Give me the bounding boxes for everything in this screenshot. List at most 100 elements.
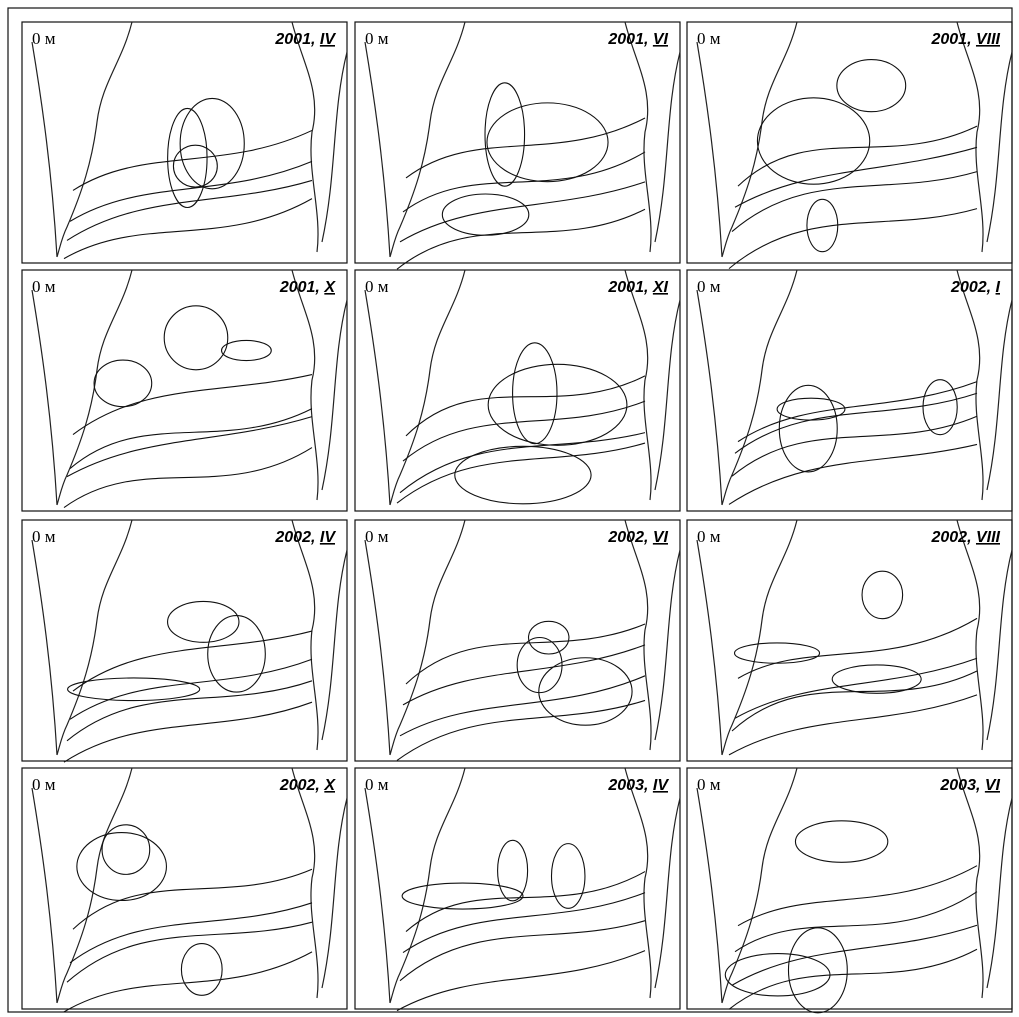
contour-line bbox=[403, 152, 645, 212]
outer-frame bbox=[8, 8, 1012, 1012]
contour-line bbox=[400, 921, 645, 981]
contour-line bbox=[397, 951, 645, 1011]
panel-title: 2002, X bbox=[279, 777, 337, 794]
contour-line bbox=[70, 161, 312, 221]
panel-title: 2001, VIII bbox=[930, 31, 1000, 48]
contours bbox=[729, 380, 977, 505]
panel-title: 2002, VIII bbox=[930, 529, 1000, 546]
contour-line bbox=[729, 949, 977, 1009]
contour-line bbox=[539, 658, 632, 725]
panel-year: 2002, bbox=[274, 529, 315, 546]
coastline bbox=[365, 22, 680, 257]
coastline bbox=[697, 768, 1012, 1003]
panel-month: VI bbox=[653, 31, 669, 48]
contour-line bbox=[488, 364, 627, 445]
contour-line bbox=[67, 922, 312, 982]
depth-label: 0 м bbox=[697, 29, 721, 48]
panel-month: VIII bbox=[976, 31, 1001, 48]
panel-title: 2001, XI bbox=[607, 279, 668, 296]
contour-line bbox=[403, 401, 645, 461]
contour-line bbox=[168, 601, 239, 642]
contour-line bbox=[181, 944, 222, 996]
contour-line bbox=[70, 659, 312, 719]
panel-frame bbox=[687, 520, 1012, 761]
depth-label: 0 м bbox=[365, 29, 389, 48]
panel-year: 2003, bbox=[939, 777, 980, 794]
panel-month: IV bbox=[653, 777, 669, 794]
contour-line bbox=[735, 892, 977, 952]
contour-line bbox=[862, 571, 903, 618]
contour-line bbox=[397, 209, 645, 269]
panel-year: 2002, bbox=[930, 529, 971, 546]
panel-frame bbox=[687, 270, 1012, 511]
contour-line bbox=[397, 700, 645, 760]
contour-line bbox=[403, 893, 645, 953]
panel-title: 2001, X bbox=[279, 279, 337, 296]
panel-title: 2002, I bbox=[950, 279, 1001, 296]
contour-line bbox=[735, 147, 977, 207]
depth-label: 0 м bbox=[32, 29, 56, 48]
contour-line bbox=[732, 172, 977, 232]
contour-line bbox=[735, 658, 977, 718]
panel-frame bbox=[355, 270, 680, 511]
contour-line bbox=[738, 382, 977, 442]
panel-month: XI bbox=[652, 279, 669, 296]
depth-label: 0 м bbox=[697, 527, 721, 546]
contour-line bbox=[403, 645, 645, 705]
panel-month: X bbox=[323, 279, 336, 296]
depth-label: 0 м bbox=[697, 775, 721, 794]
coastline bbox=[32, 22, 347, 257]
contours bbox=[64, 825, 312, 1012]
contour-line bbox=[222, 340, 272, 360]
panel-title: 2001, IV bbox=[274, 31, 336, 48]
panel-frame bbox=[355, 768, 680, 1009]
depth-label: 0 м bbox=[365, 775, 389, 794]
depth-label: 0 м bbox=[32, 277, 56, 296]
panel-year: 2001, bbox=[607, 279, 648, 296]
contour-line bbox=[400, 676, 645, 736]
panel-frame bbox=[22, 520, 347, 761]
panel-title: 2001, VI bbox=[607, 31, 668, 48]
contour-line bbox=[729, 209, 977, 269]
contour-line bbox=[164, 306, 228, 370]
contours bbox=[725, 821, 977, 1013]
contour-line bbox=[923, 380, 957, 435]
contour-line bbox=[67, 417, 312, 477]
panel-frame bbox=[22, 22, 347, 263]
panel-year: 2002, bbox=[607, 529, 648, 546]
coastline bbox=[365, 768, 680, 1003]
contour-line bbox=[498, 840, 528, 901]
contours bbox=[397, 343, 645, 504]
depth-label: 0 м bbox=[32, 775, 56, 794]
contour-line bbox=[513, 343, 557, 444]
map-panel: 0 м2002, I bbox=[687, 270, 1012, 511]
contour-line bbox=[397, 443, 645, 503]
panel-month: IV bbox=[320, 31, 336, 48]
contour-line bbox=[64, 702, 312, 762]
depth-label: 0 м bbox=[365, 527, 389, 546]
contour-line bbox=[73, 631, 312, 691]
panel-frame bbox=[22, 768, 347, 1009]
contour-line bbox=[406, 376, 645, 436]
map-panel: 0 м 2002, X bbox=[22, 768, 347, 1012]
map-panel: 0 м 2001, VIII bbox=[687, 22, 1012, 269]
contour-line bbox=[406, 624, 645, 684]
contour-line bbox=[551, 844, 584, 909]
contour-line bbox=[732, 925, 977, 985]
contour-line bbox=[406, 872, 645, 932]
contour-line bbox=[94, 360, 152, 407]
contour-line bbox=[67, 681, 312, 741]
contour-line bbox=[795, 821, 887, 862]
contour-line bbox=[400, 433, 645, 493]
depth-label: 0 м bbox=[365, 277, 389, 296]
figure: 0 м2001, IV0 м2001, VI0 м2001, VIII0 м20… bbox=[0, 0, 1019, 1017]
panel-month: VI bbox=[653, 529, 669, 546]
map-panel: 0 м2003, IV bbox=[355, 768, 680, 1011]
contour-line bbox=[73, 130, 312, 190]
contour-line bbox=[725, 954, 830, 996]
panel-year: 2001, bbox=[274, 31, 315, 48]
contour-line bbox=[442, 194, 528, 235]
panel-year: 2002, bbox=[279, 777, 320, 794]
contour-line bbox=[788, 928, 847, 1013]
